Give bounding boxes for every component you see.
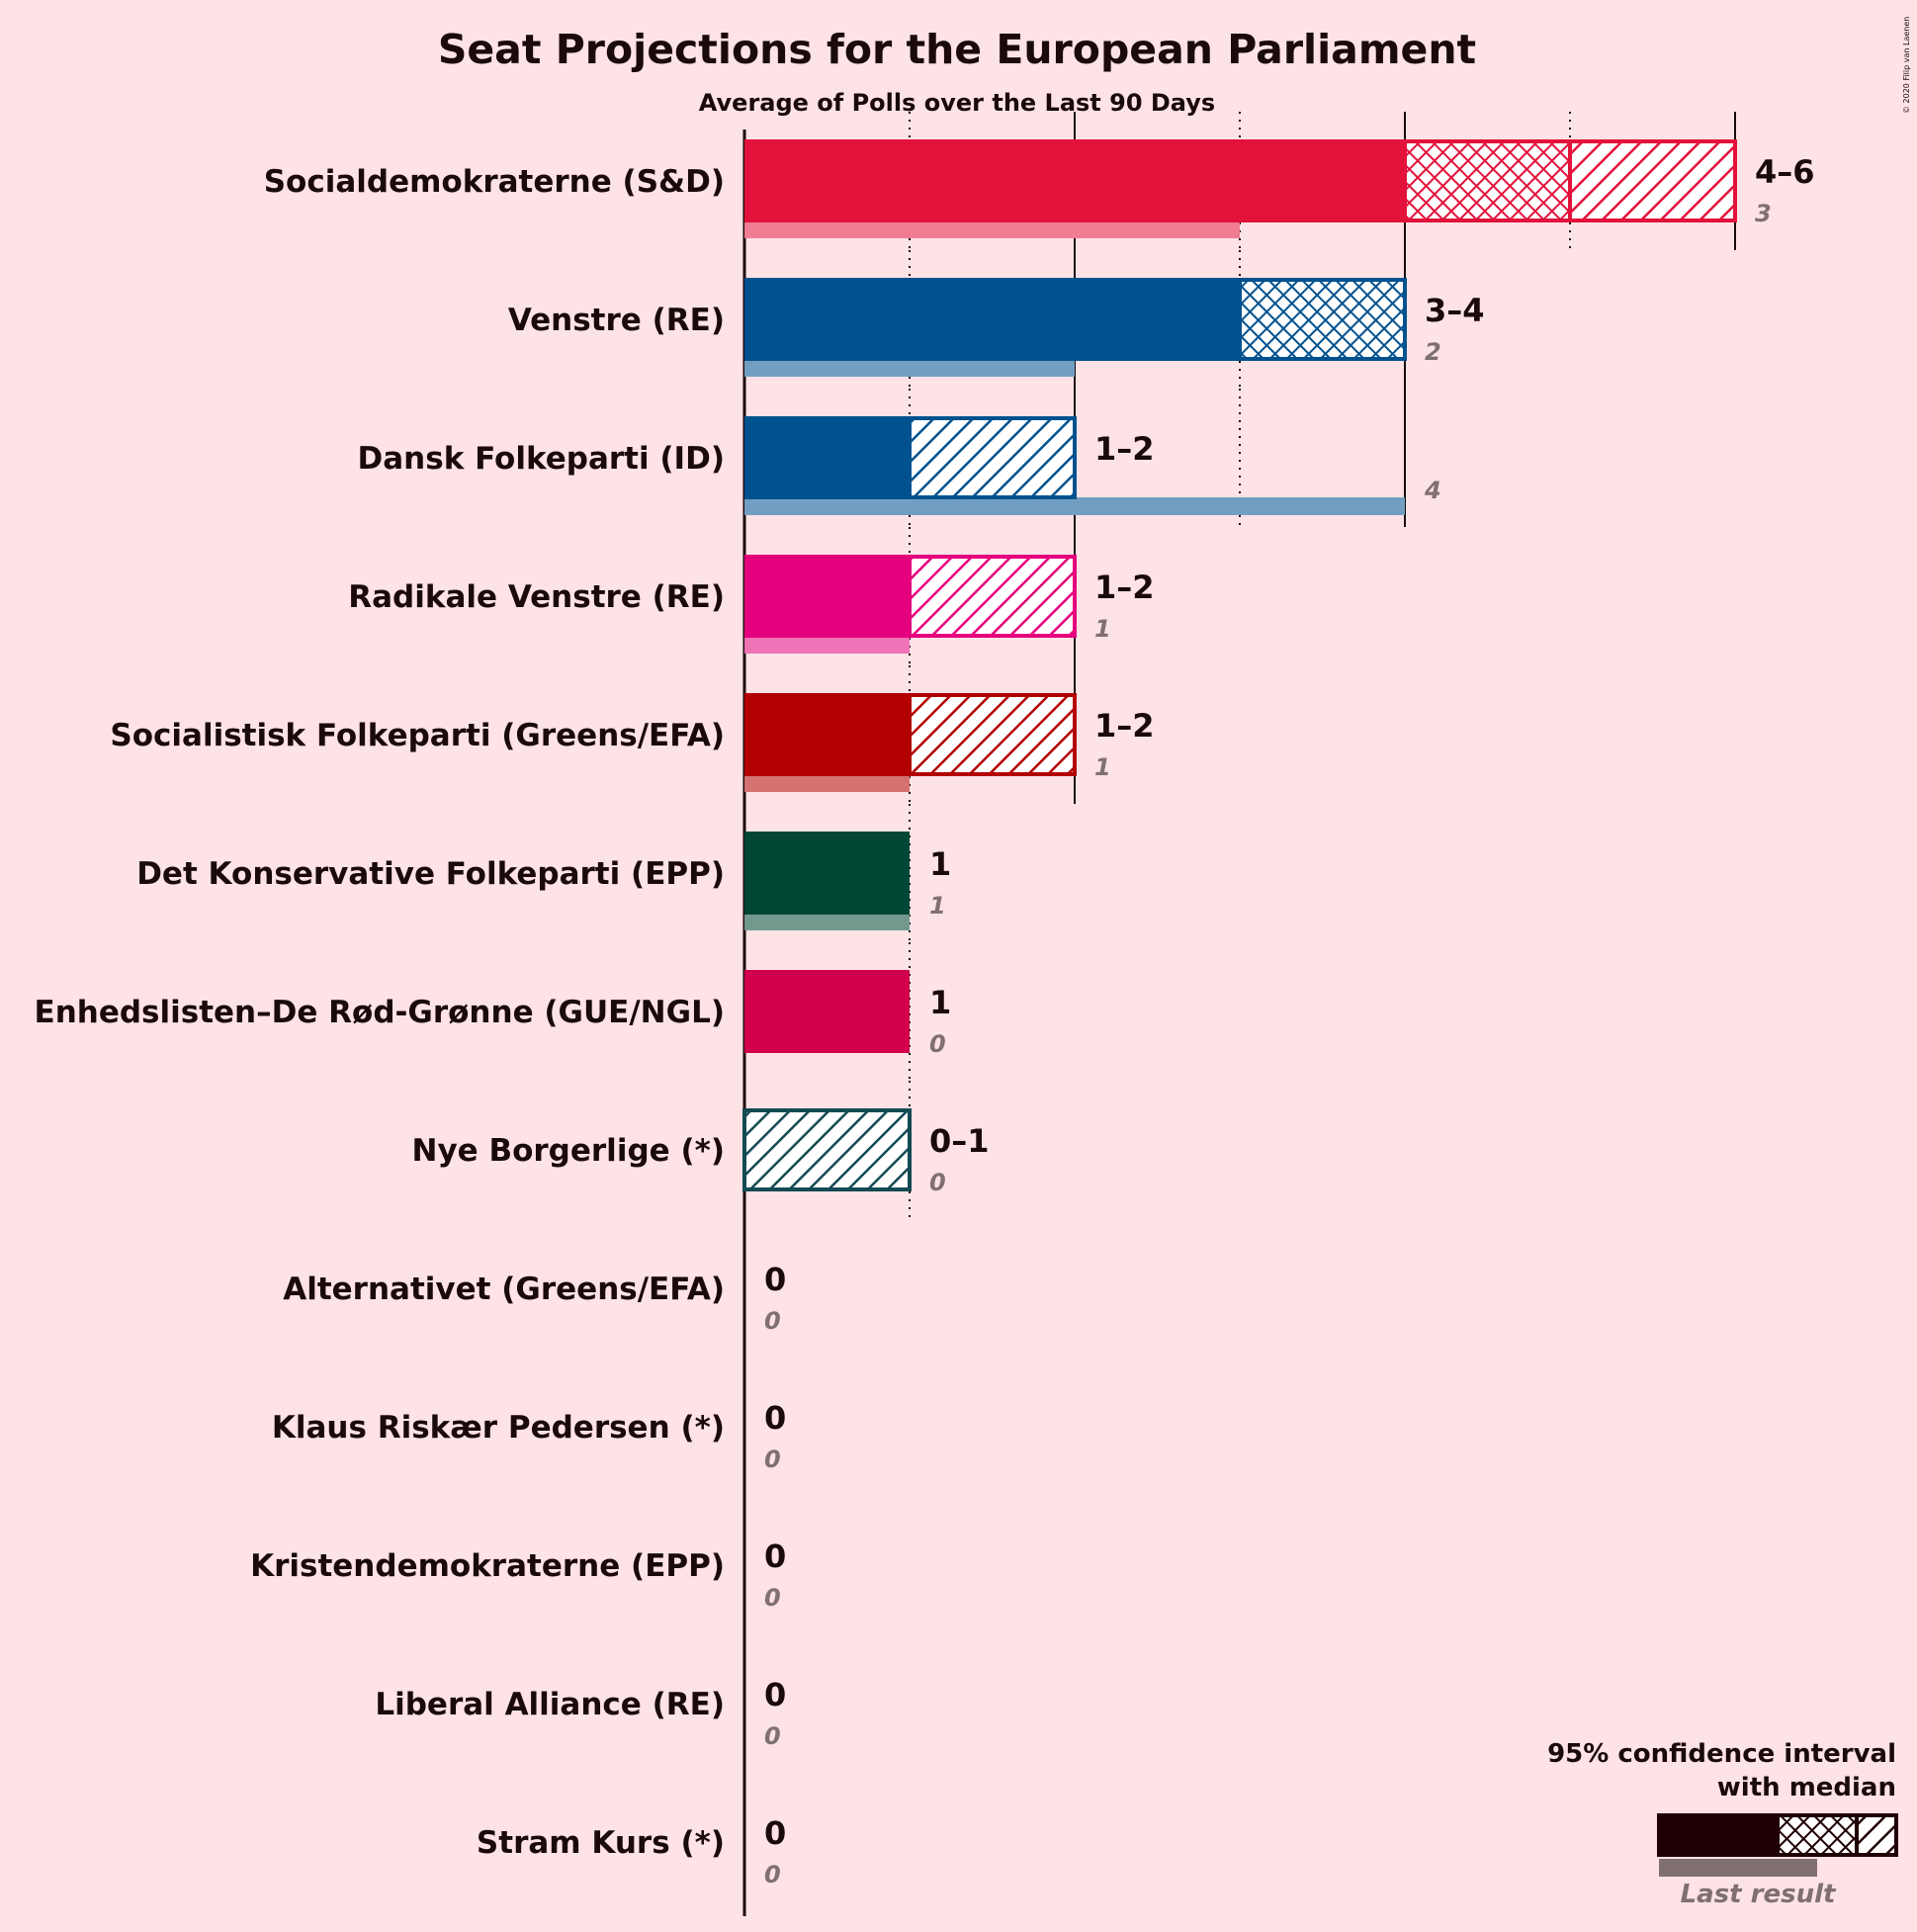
seat-range-label: 1–2 <box>1094 430 1155 468</box>
bar-ci-outline <box>908 693 1077 776</box>
bar-hatch <box>908 416 1077 499</box>
party-label: Liberal Alliance (RE) <box>375 1687 725 1722</box>
last-result-label: 0 <box>764 1446 781 1473</box>
last-result-label: 0 <box>764 1722 781 1750</box>
bar-ci-outline <box>908 416 1077 499</box>
seat-range-label: 0 <box>764 1676 786 1713</box>
last-result-label: 1 <box>1094 615 1111 643</box>
bar-ci-outline <box>742 1108 912 1191</box>
legend-solid <box>1657 1813 1778 1857</box>
seat-range-label: 0 <box>764 1537 786 1575</box>
seat-range-label: 0 <box>764 1814 786 1852</box>
bar-solid <box>744 555 910 638</box>
last-result-label: 0 <box>764 1861 781 1888</box>
party-label: Socialdemokraterne (S&D) <box>264 164 725 200</box>
last-result-label: 0 <box>764 1584 781 1612</box>
seat-range-label: 1 <box>929 984 951 1021</box>
party-label: Socialistisk Folkeparti (Greens/EFA) <box>110 718 725 753</box>
party-label: Det Konservative Folkeparti (EPP) <box>136 856 725 892</box>
bar-crosshatch <box>1238 278 1407 361</box>
legend-last-result: Last result <box>1681 1880 1837 1909</box>
bar-solid <box>744 970 910 1053</box>
party-label: Stram Kurs (*) <box>477 1825 725 1861</box>
last-result-label: 4 <box>1424 477 1441 504</box>
last-result-bar <box>744 774 910 792</box>
party-label: Radikale Venstre (RE) <box>348 579 725 615</box>
bar-solid <box>744 416 910 499</box>
last-result-label: 2 <box>1425 338 1441 366</box>
bar-ci-outline <box>908 555 1077 638</box>
bar-solid <box>744 693 910 776</box>
last-result-label: 0 <box>764 1307 781 1335</box>
bars <box>742 139 1737 1191</box>
bar-hatch <box>908 693 1077 776</box>
last-result-label: 0 <box>929 1030 946 1058</box>
legend-hatch <box>1855 1813 1898 1857</box>
party-label: Alternativet (Greens/EFA) <box>283 1272 725 1307</box>
seat-range-label: 3–4 <box>1425 292 1485 329</box>
legend-bar <box>1657 1813 1898 1877</box>
bar-hatch <box>1568 139 1737 222</box>
last-result-bar <box>744 913 910 930</box>
legend-crosshatch <box>1776 1813 1859 1857</box>
chart-subtitle: Average of Polls over the Last 90 Days <box>699 89 1215 117</box>
bar-ci-outline <box>1238 278 1407 361</box>
last-result-bar <box>744 497 1405 515</box>
bar-hatch <box>742 1108 912 1191</box>
legend: 95% confidence interval with median Last… <box>1547 1739 1898 1909</box>
copyright-notice: © 2020 Filip van Laenen <box>1902 17 1911 114</box>
labels: Socialdemokraterne (S&D) 4–6 3 Venstre (RE)… <box>35 153 1815 1888</box>
seat-range-label: 0–1 <box>929 1122 990 1160</box>
seat-range-label: 1–2 <box>1094 569 1155 606</box>
legend-line2: with median <box>1717 1773 1896 1802</box>
last-result-label: 1 <box>929 892 946 920</box>
party-label: Klaus Riskær Pedersen (*) <box>272 1410 725 1446</box>
party-label: Enhedslisten–De Rød-Grønne (GUE/NGL) <box>35 995 725 1030</box>
seat-range-label: 0 <box>764 1399 786 1437</box>
bar-solid <box>744 832 910 915</box>
last-result-label: 3 <box>1755 200 1772 227</box>
party-label: Nye Borgerlige (*) <box>412 1133 726 1169</box>
party-label: Kristendemokraterne (EPP) <box>250 1548 725 1584</box>
bar-ci-outline <box>1403 139 1737 222</box>
party-label: Dansk Folkeparti (ID) <box>358 441 725 477</box>
bar-solid <box>744 139 1405 222</box>
bar-crosshatch <box>1403 139 1572 222</box>
seat-range-label: 4–6 <box>1755 153 1815 191</box>
seat-range-label: 1 <box>929 845 951 883</box>
legend-line1: 95% confidence interval <box>1547 1739 1896 1769</box>
chart-title: Seat Projections for the European Parlia… <box>438 26 1476 73</box>
last-result-bar <box>744 359 1075 377</box>
seat-range-label: 1–2 <box>1094 707 1155 745</box>
last-result-bar <box>744 220 1240 238</box>
party-label: Venstre (RE) <box>508 303 725 338</box>
last-result-label: 0 <box>929 1169 946 1196</box>
seat-range-label: 0 <box>764 1261 786 1298</box>
bar-hatch <box>908 555 1077 638</box>
last-result-label: 1 <box>1094 753 1111 781</box>
last-result-bar <box>744 636 910 654</box>
legend-last-bar <box>1659 1859 1817 1877</box>
bar-solid <box>744 278 1240 361</box>
